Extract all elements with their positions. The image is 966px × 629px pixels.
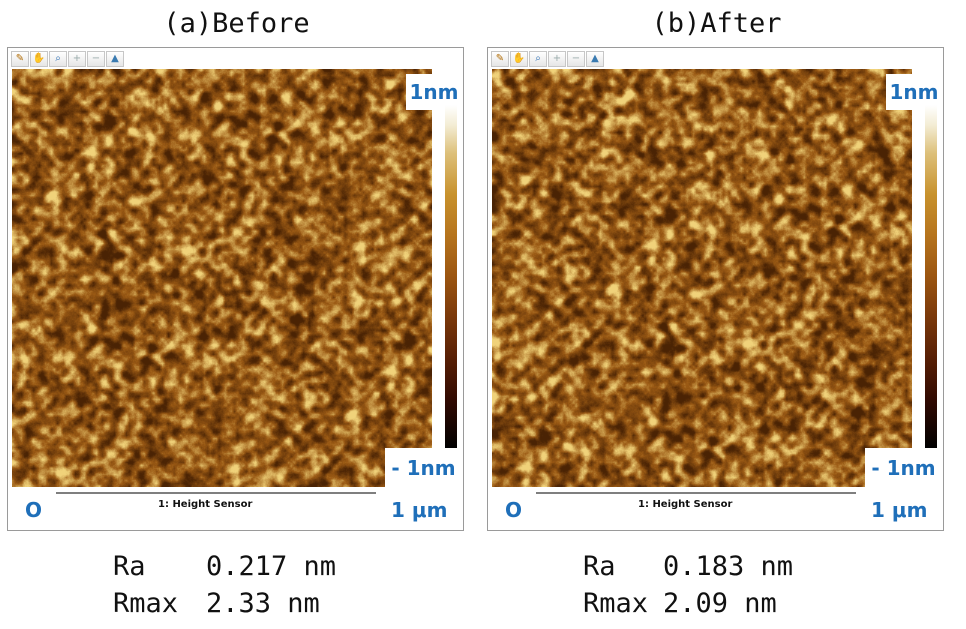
channel-label: 1: Height Sensor <box>638 499 733 510</box>
ra-label: Ra <box>583 551 616 582</box>
scale-max-label: 1nm <box>406 74 462 110</box>
3d-view-icon[interactable]: ▲ <box>106 51 124 67</box>
zoom-in-icon[interactable]: + <box>68 51 86 67</box>
zoom-icon[interactable]: ⌕ <box>49 51 67 67</box>
hand-icon[interactable]: ✋ <box>510 51 528 67</box>
axis-line <box>56 492 376 494</box>
panel-before: (a)Before ✎ ✋ ⌕ + − ▲ 1nm - 1nm O 1: Hei… <box>7 0 466 629</box>
rmax-row: Rmax 2.09 nm <box>583 585 793 622</box>
ra-label: Ra <box>113 551 146 582</box>
axis-line <box>536 492 856 494</box>
pencil-icon[interactable]: ✎ <box>491 51 509 67</box>
roughness-stats: Ra 0.217 nm Rmax 2.33 nm <box>113 548 336 622</box>
3d-view-icon[interactable]: ▲ <box>586 51 604 67</box>
height-color-scale <box>445 105 457 448</box>
axis-end-label: 1 μm <box>391 498 448 522</box>
ra-value: 0.217 nm <box>206 551 337 582</box>
channel-label: 1: Height Sensor <box>158 499 253 510</box>
height-color-scale <box>925 105 937 448</box>
viewer-toolbar: ✎ ✋ ⌕ + − ▲ <box>491 51 604 68</box>
rmax-label: Rmax <box>583 588 649 619</box>
rmax-row: Rmax 2.33 nm <box>113 585 336 622</box>
ra-row: Ra 0.183 nm <box>583 548 793 585</box>
ra-value: 0.183 nm <box>663 551 794 582</box>
roughness-stats: Ra 0.183 nm Rmax 2.09 nm <box>583 548 793 622</box>
panel-after: (b)After ✎ ✋ ⌕ + − ▲ 1nm - 1nm O 1: Heig… <box>487 0 946 629</box>
scale-min-label: - 1nm <box>865 448 942 489</box>
rmax-value: 2.33 nm <box>206 588 320 619</box>
rmax-label: Rmax <box>113 588 179 619</box>
zoom-out-icon[interactable]: − <box>87 51 105 67</box>
x-axis: O 1: Height Sensor 1 μm <box>488 488 943 530</box>
panel-title: (b)After <box>651 8 782 39</box>
zoom-in-icon[interactable]: + <box>548 51 566 67</box>
axis-start-label: O <box>505 498 523 522</box>
afm-height-image <box>492 69 912 487</box>
panel-title: (a)Before <box>163 8 310 39</box>
viewer-toolbar: ✎ ✋ ⌕ + − ▲ <box>11 51 124 68</box>
hand-icon[interactable]: ✋ <box>30 51 48 67</box>
pencil-icon[interactable]: ✎ <box>11 51 29 67</box>
scale-min-label: - 1nm <box>385 448 462 489</box>
afm-viewer: ✎ ✋ ⌕ + − ▲ 1nm - 1nm O 1: Height Sensor… <box>7 47 464 531</box>
axis-start-label: O <box>25 498 43 522</box>
rmax-value: 2.09 nm <box>663 588 777 619</box>
axis-end-label: 1 μm <box>871 498 928 522</box>
afm-viewer: ✎ ✋ ⌕ + − ▲ 1nm - 1nm O 1: Height Sensor… <box>487 47 944 531</box>
zoom-icon[interactable]: ⌕ <box>529 51 547 67</box>
afm-height-image <box>12 69 432 487</box>
x-axis: O 1: Height Sensor 1 μm <box>8 488 463 530</box>
zoom-out-icon[interactable]: − <box>567 51 585 67</box>
ra-row: Ra 0.217 nm <box>113 548 336 585</box>
scale-max-label: 1nm <box>886 74 942 110</box>
